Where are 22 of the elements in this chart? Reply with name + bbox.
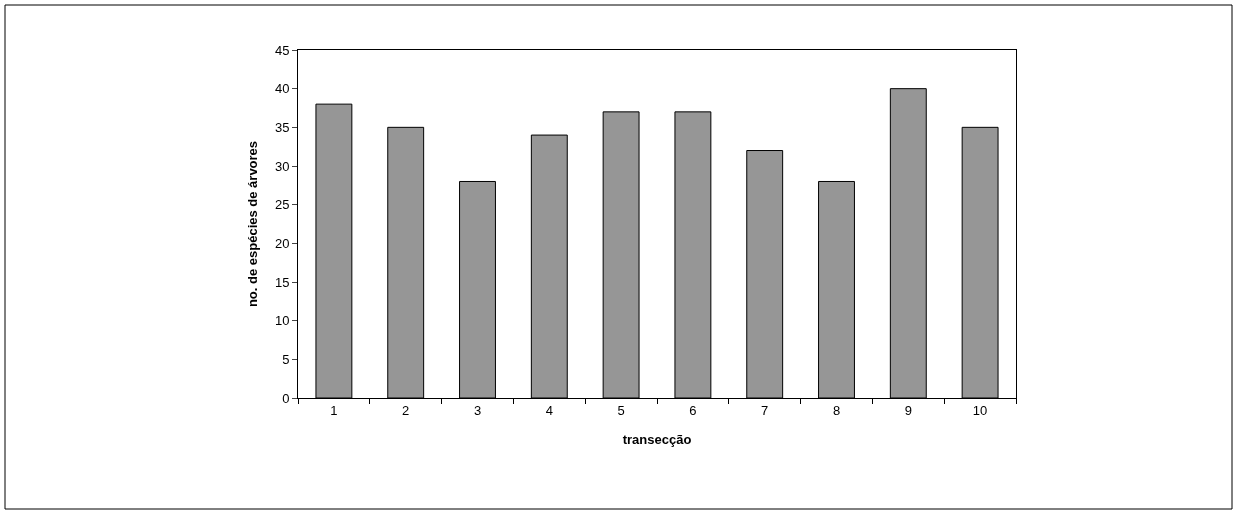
y-tick-label: 40 — [274, 81, 290, 97]
y-tick-label: 45 — [274, 42, 290, 58]
x-tick-label: 4 — [545, 402, 553, 418]
x-tick-label: 2 — [402, 402, 410, 418]
y-tick-label: 35 — [274, 119, 290, 135]
x-tick-label: 5 — [617, 402, 625, 418]
y-tick-label: 30 — [274, 158, 290, 174]
x-tick-label: 7 — [761, 402, 769, 418]
y-tick-label: 5 — [282, 351, 290, 367]
x-tick-label: 1 — [330, 402, 338, 418]
y-axis-title: no. de espécies de árvores — [244, 140, 260, 308]
x-tick-label: 3 — [473, 402, 482, 418]
y-tick-label: 10 — [274, 313, 290, 329]
x-tick-label: 9 — [904, 402, 912, 418]
x-tick-label: 8 — [832, 402, 841, 418]
y-tick-label: 25 — [274, 197, 290, 213]
y-tick-label: 15 — [274, 274, 290, 290]
y-tick-label: 20 — [274, 235, 290, 251]
x-axis-title: transecção — [622, 432, 692, 448]
x-tick-label: 6 — [689, 402, 697, 418]
x-tick-label: 10 — [972, 402, 988, 418]
y-tick-label: 0 — [282, 390, 290, 406]
